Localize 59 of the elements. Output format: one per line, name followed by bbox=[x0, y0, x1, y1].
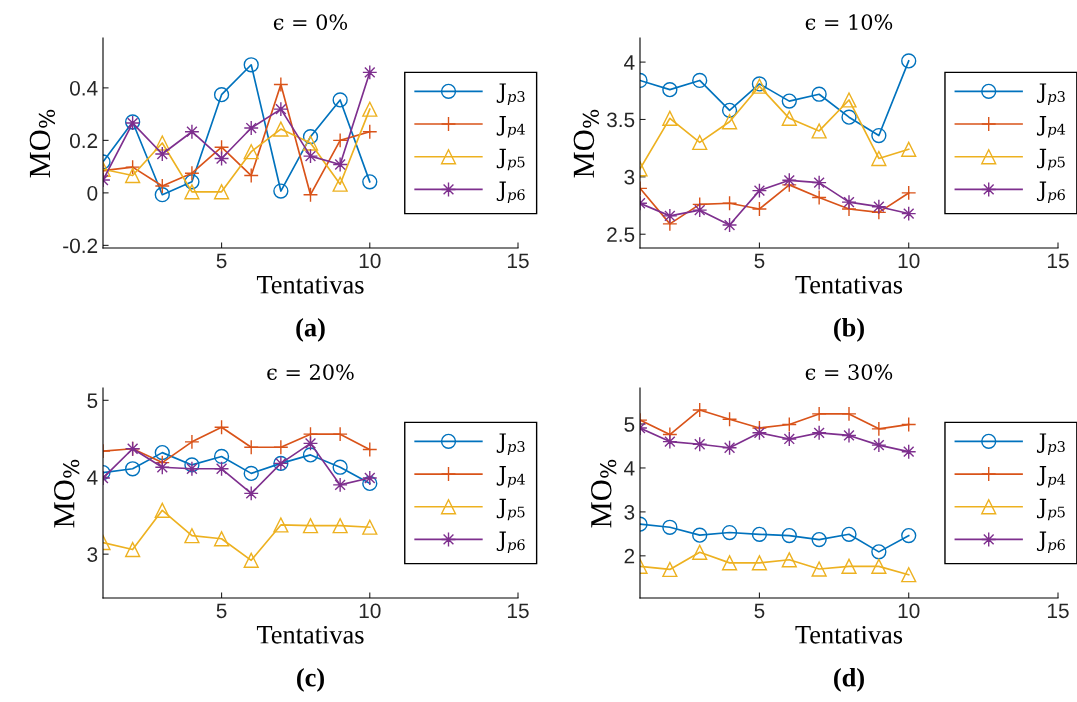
y-tick-label: 0 bbox=[87, 185, 98, 201]
y-tick-label: 3.5 bbox=[606, 112, 635, 128]
y-tick-label: 3 bbox=[87, 547, 98, 562]
x-tick-label: 5 bbox=[754, 603, 765, 619]
y-axis-title: MO$_{%}$ bbox=[29, 109, 55, 178]
x-tick-label: 10 bbox=[898, 253, 920, 269]
x-axis-title: Tentativas bbox=[795, 275, 903, 294]
x-tick-label: 10 bbox=[359, 603, 381, 619]
chart-title: ϵ = 30% bbox=[805, 364, 893, 380]
legend-label: J$_{p4}$ bbox=[1036, 116, 1066, 138]
y-tick-label: -0.2 bbox=[63, 238, 98, 254]
x-tick-label: 15 bbox=[508, 253, 529, 269]
y-tick-label: 4 bbox=[624, 55, 635, 70]
text: (b) bbox=[834, 317, 864, 342]
y-tick-label: 2 bbox=[624, 548, 635, 564]
x-axis-title: Tentativas bbox=[795, 625, 903, 644]
x-tick-label: 5 bbox=[216, 603, 227, 619]
legend-label: J$_{p4}$ bbox=[496, 466, 525, 488]
legend-label: J$_{p6}$ bbox=[496, 181, 525, 203]
text: (a) bbox=[296, 317, 325, 342]
legend-label: J$_{p5}$ bbox=[496, 148, 525, 171]
legend-label: J$_{p6}$ bbox=[496, 531, 525, 553]
y-tick-label: 2.5 bbox=[607, 227, 635, 242]
y-tick-label: 5 bbox=[624, 417, 635, 432]
y-tick-label: 3 bbox=[624, 504, 635, 520]
y-tick-label: 5 bbox=[87, 393, 98, 409]
chart-title: ϵ = 0% bbox=[273, 14, 348, 30]
x-tick-label: 15 bbox=[1048, 253, 1069, 269]
legend-label: J$_{p4}$ bbox=[1036, 466, 1066, 488]
x-axis-title: Tentativas bbox=[256, 625, 364, 644]
x-tick-label: 5 bbox=[754, 253, 765, 269]
chart-title: ϵ = 20% bbox=[267, 364, 354, 380]
chart-title: ϵ = 10% bbox=[805, 14, 893, 30]
y-tick-label: 3 bbox=[624, 169, 635, 185]
legend-label: J$_{p5}$ bbox=[496, 498, 525, 521]
legend-label: J$_{p3}$ bbox=[1036, 83, 1065, 105]
legend-label: J$_{p6}$ bbox=[1036, 531, 1065, 553]
y-tick-label: 4 bbox=[624, 461, 635, 476]
y-tick-label: 4 bbox=[87, 470, 98, 485]
text: (d) bbox=[834, 667, 864, 692]
legend-label: J$_{p3}$ bbox=[496, 433, 525, 455]
x-tick-label: 15 bbox=[1048, 603, 1069, 619]
text: (c) bbox=[297, 667, 324, 692]
y-axis-title: MO$_{%}$ bbox=[591, 459, 617, 528]
legend-label: J$_{p5}$ bbox=[1036, 148, 1065, 171]
legend-label: J$_{p3}$ bbox=[496, 83, 525, 105]
x-tick-label: 5 bbox=[216, 253, 227, 269]
legend-label: J$_{p3}$ bbox=[1036, 433, 1065, 455]
y-tick-label: 0.4 bbox=[69, 80, 98, 96]
x-axis-title: Tentativas bbox=[256, 275, 364, 294]
legend-label: J$_{p5}$ bbox=[1036, 498, 1065, 521]
x-tick-label: 10 bbox=[898, 603, 920, 619]
legend-label: J$_{p4}$ bbox=[496, 116, 525, 138]
y-axis-title: MO$_{%}$ bbox=[573, 109, 599, 178]
y-tick-label: 0.2 bbox=[69, 133, 98, 149]
y-axis-title: MO$_{%}$ bbox=[54, 459, 80, 528]
x-tick-label: 15 bbox=[508, 603, 529, 619]
legend-label: J$_{p6}$ bbox=[1036, 181, 1065, 203]
x-tick-label: 10 bbox=[359, 253, 381, 269]
